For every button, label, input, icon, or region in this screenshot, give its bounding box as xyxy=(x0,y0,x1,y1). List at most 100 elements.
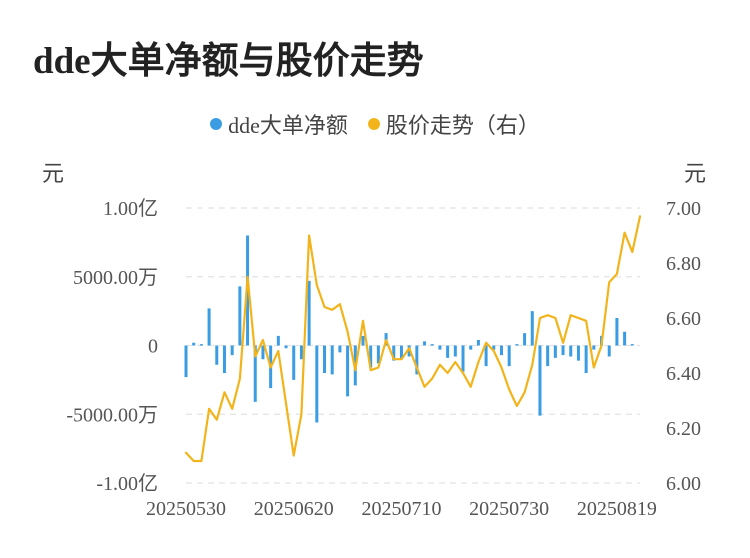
price-point xyxy=(362,319,364,322)
left-tick-label: 1.00亿 xyxy=(103,197,158,220)
dde-bar xyxy=(630,344,634,346)
price-point xyxy=(400,358,403,361)
right-axis-unit: 元 xyxy=(684,161,707,186)
price-point xyxy=(192,460,195,462)
price-point xyxy=(523,391,526,394)
dde-bar xyxy=(253,345,257,402)
price-point xyxy=(477,361,480,363)
legend-dot-bar-icon xyxy=(210,118,223,130)
dde-bar xyxy=(338,345,342,353)
dde-bar xyxy=(215,345,219,365)
price-point xyxy=(200,460,203,462)
price-point xyxy=(416,366,418,369)
dde-bar xyxy=(607,345,611,357)
dde-bar xyxy=(561,345,565,356)
price-point xyxy=(546,314,549,317)
dde-bar xyxy=(461,345,465,372)
x-tick-label: 20250819 xyxy=(577,498,657,520)
legend-item-price[interactable]: 股价走势（右） xyxy=(367,108,540,140)
price-line xyxy=(184,215,642,463)
legend-item-dde[interactable]: dde大单净额 xyxy=(210,108,348,140)
price-point xyxy=(239,377,241,380)
dde-bar xyxy=(399,345,403,360)
price-point xyxy=(223,391,226,394)
dde-bar xyxy=(307,280,311,346)
dde-bar xyxy=(415,345,419,375)
legend-label-price: 股价走势（右） xyxy=(385,113,540,138)
price-point xyxy=(554,317,557,319)
price-point xyxy=(185,451,187,454)
left-tick-label: 5000.00万 xyxy=(73,267,158,289)
dde-bar xyxy=(453,345,457,357)
dde-bar xyxy=(623,331,627,346)
dde-bar xyxy=(523,333,527,346)
price-point xyxy=(408,347,410,350)
price-point xyxy=(508,388,510,391)
dde-bar xyxy=(230,345,234,356)
price-point xyxy=(369,369,372,372)
dde-bar xyxy=(315,345,319,423)
dde-bar xyxy=(476,340,480,346)
price-point xyxy=(600,344,603,347)
right-tick-label: 6.40 xyxy=(666,363,701,385)
price-point xyxy=(292,454,295,457)
dde-bar xyxy=(361,335,365,346)
left-tick-label: -5000.00万 xyxy=(66,404,158,426)
price-point xyxy=(492,350,495,352)
dde-bar xyxy=(469,345,473,350)
x-tick-label: 20250530 xyxy=(146,498,226,520)
dde-bar xyxy=(346,345,350,397)
price-point xyxy=(516,405,518,407)
left-tick-label: 0 xyxy=(148,336,158,358)
dde-bar xyxy=(184,345,188,378)
price-point xyxy=(593,366,595,369)
dde-bar xyxy=(492,345,496,350)
dde-bar xyxy=(430,344,434,346)
dde-bar xyxy=(530,311,534,346)
price-point xyxy=(392,358,395,361)
dde-bar xyxy=(392,345,396,361)
price-point xyxy=(454,361,457,363)
dde-bar xyxy=(546,345,550,367)
x-tick-label: 20250710 xyxy=(361,498,441,520)
chart-legend: dde大单净额 股价走势（右） xyxy=(0,108,750,140)
dde-bar xyxy=(261,345,265,360)
dde-bar xyxy=(538,345,542,416)
dde-bar xyxy=(330,345,334,375)
left-tick-label: -1.00亿 xyxy=(96,472,158,495)
price-point xyxy=(623,231,626,234)
right-tick-label: 6.20 xyxy=(666,418,701,440)
price-point xyxy=(346,330,349,333)
price-point xyxy=(485,341,487,344)
price-point xyxy=(231,407,233,410)
dde-bar xyxy=(484,345,488,367)
dde-bar xyxy=(615,318,619,346)
price-point xyxy=(631,251,634,253)
price-point xyxy=(577,317,580,319)
dde-bar xyxy=(238,286,242,346)
chart-title: dde大单净额与股价走势 xyxy=(33,41,424,82)
price-point xyxy=(539,317,541,319)
price-point xyxy=(308,234,310,237)
dde-bar xyxy=(284,345,288,349)
price-point xyxy=(215,418,218,421)
price-point xyxy=(423,385,426,388)
x-tick-label: 20250620 xyxy=(254,498,334,520)
price-point xyxy=(500,366,503,369)
dde-bar xyxy=(576,345,580,361)
right-tick-label: 6.00 xyxy=(666,473,701,495)
dde-bar xyxy=(438,345,442,350)
right-tick-label: 6.60 xyxy=(666,308,701,330)
price-point xyxy=(277,350,280,352)
price-point xyxy=(246,275,249,278)
dde-bar xyxy=(376,345,380,364)
dde-bar xyxy=(446,345,450,358)
x-tick-label: 20250730 xyxy=(469,498,549,520)
dde-bar xyxy=(569,345,573,357)
dde-bar xyxy=(276,335,280,346)
dde-bar xyxy=(207,308,211,346)
dde-bar xyxy=(192,342,196,346)
dde-bar xyxy=(499,345,503,356)
dde-bar xyxy=(323,345,327,373)
